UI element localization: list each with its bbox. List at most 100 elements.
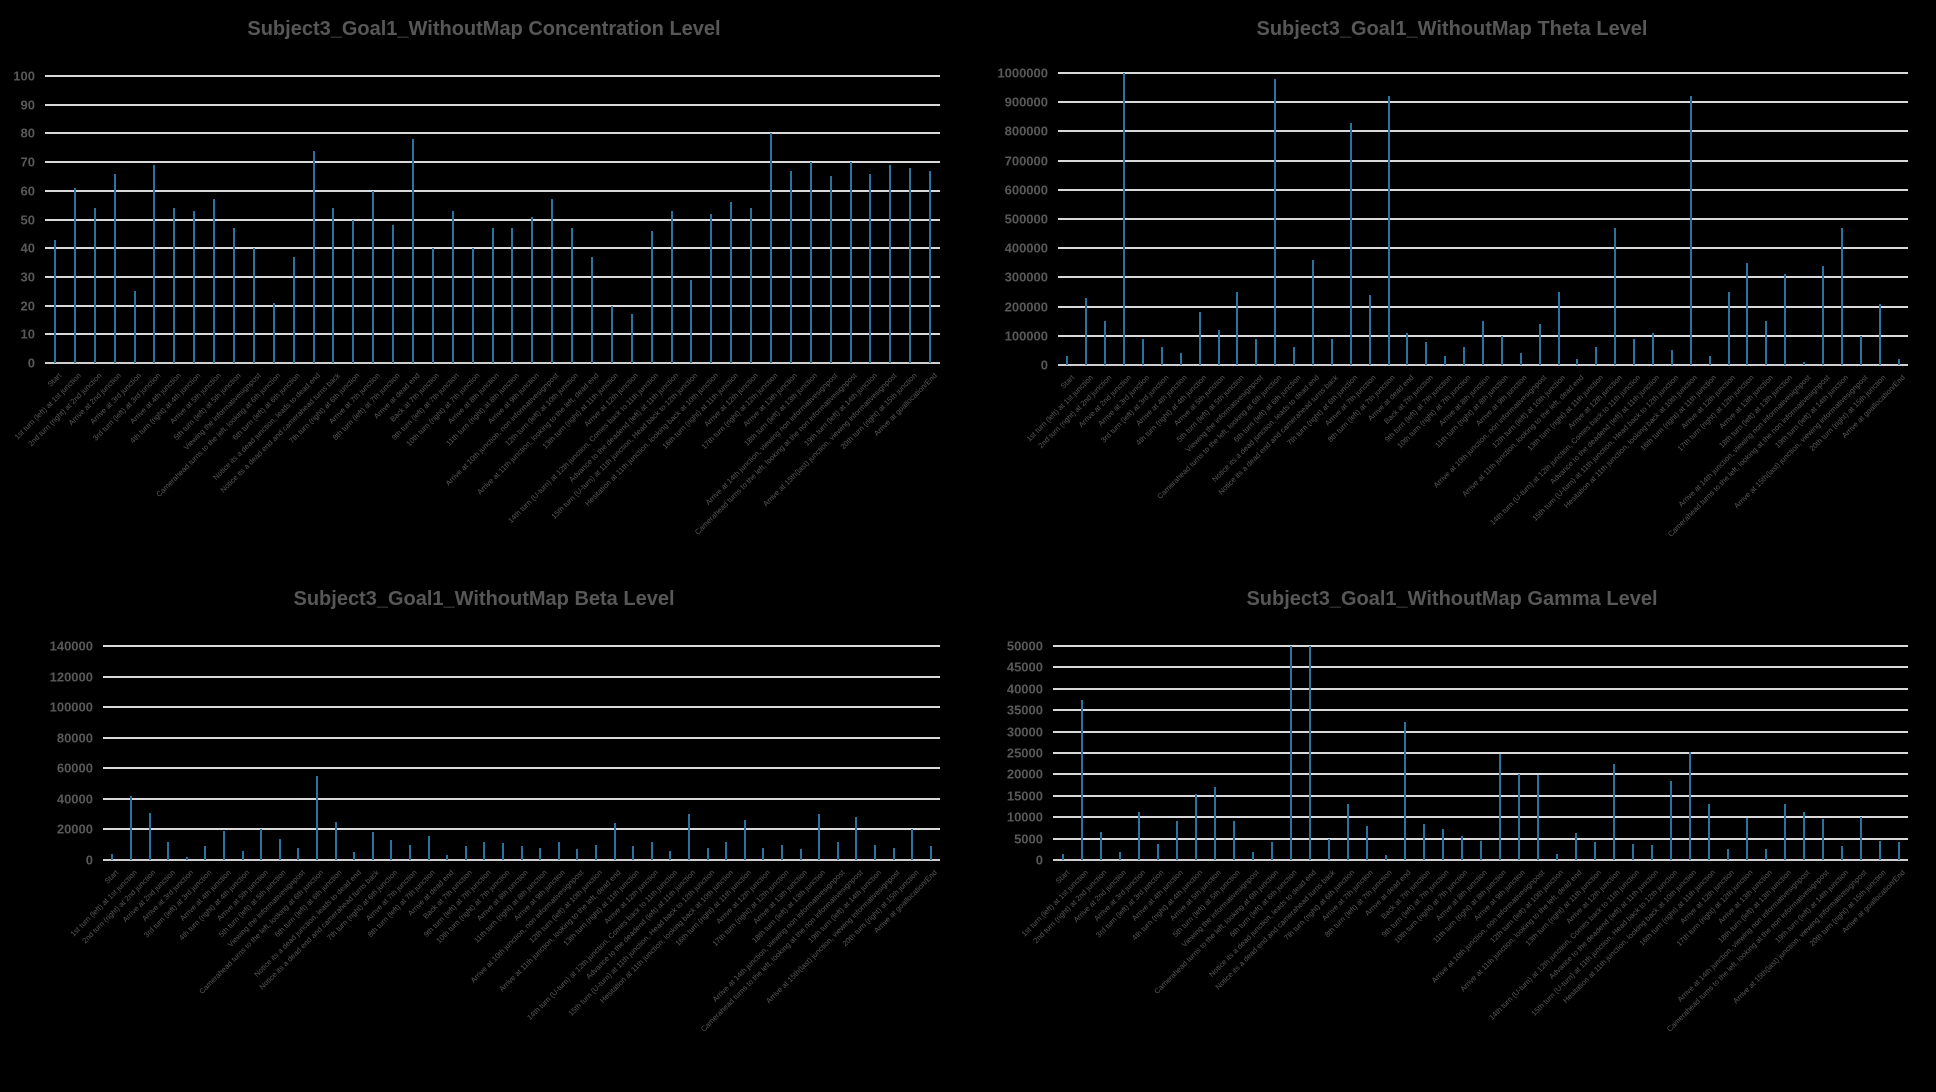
bar [353,852,356,860]
gridline [1053,837,1908,840]
bar [1232,820,1235,860]
bar [1080,699,1083,860]
bar [352,219,355,363]
bar [129,795,132,860]
bar [909,167,912,363]
y-tick-label: 300000 [1004,269,1048,285]
y-tick-label: 800000 [1004,123,1048,139]
bar [1859,335,1862,365]
gridline [45,75,940,77]
bar [392,225,395,363]
bar [1444,356,1447,365]
gridline [1053,730,1908,733]
plot-area: 0 20000 40000 60000 80000 100000 120000 140000 S… [50,639,940,1034]
bar [1650,845,1653,860]
gridline [1058,188,1908,191]
bar [557,841,560,860]
bar [1783,803,1786,860]
y-tick-label: 35000 [1006,702,1043,718]
y-tick-label: 0 [27,355,35,371]
plot-area: 0 10 20 30 40 50 60 70 80 90 100 Start 1st turn (lef… [13,69,940,537]
bar [1821,819,1824,860]
bar [1441,829,1444,860]
bar [1840,227,1843,365]
bar [222,830,225,860]
bar [1425,341,1428,365]
gridline [1058,101,1908,104]
bar [334,821,337,860]
bar [1236,292,1239,365]
plot-area: 0 5000 10000 15000 20000 25000 30000 35000 40000… [1007,639,1908,1034]
bar [1479,840,1482,860]
bar [464,846,467,860]
bar [1784,274,1787,365]
gridline [1053,816,1908,819]
y-tick-label: 90 [20,97,35,113]
bar [929,846,932,860]
bar [730,202,733,363]
bar [1365,825,1368,860]
bar [1688,751,1691,860]
gridline [103,859,940,861]
bar [1293,347,1296,365]
bar [1198,312,1201,365]
bar [706,847,709,860]
bar [73,187,76,363]
bar [1669,780,1672,860]
y-tick-label: 15000 [1006,788,1043,804]
bar [789,170,792,363]
bar [213,199,216,363]
bar [315,775,318,860]
bar [710,213,713,363]
bar [1517,774,1520,860]
bar [911,829,914,860]
y-tick-label: 1000000 [997,65,1048,81]
gridline [45,189,940,192]
bar [809,162,812,363]
bar [571,228,574,363]
y-tick-label: 100 [13,68,35,84]
bar [762,847,765,860]
bar [873,844,876,860]
bar [113,173,116,363]
bar [1104,321,1107,365]
bar [1384,854,1387,860]
bar [1460,836,1463,860]
gridline [1058,159,1908,162]
bar [1175,821,1178,860]
bar [471,248,474,363]
bar [272,302,275,363]
chart-title: Subject3_Goal1_WithoutMap Theta Level [1256,18,1648,40]
bar [1142,338,1144,365]
bar [1482,321,1484,365]
bar [292,256,295,363]
bar [1289,646,1292,860]
gridline [1053,773,1908,776]
bar [1840,845,1843,860]
gridline [45,103,940,106]
bar [312,150,315,363]
bar [687,814,690,860]
bar [1727,292,1730,365]
bar [1387,96,1390,365]
bar [1217,329,1220,365]
y-tick-label: 25000 [1006,745,1043,761]
bar [576,849,579,860]
bar [427,835,430,860]
gridline [1053,752,1908,754]
bar [260,829,263,860]
bar [93,208,96,363]
y-tick-label: 60 [20,183,35,199]
y-tick-label: 100000 [49,699,93,715]
gridline [103,767,940,770]
y-tick-label: 30 [20,269,35,285]
bar [829,176,832,363]
y-tick-label: 50 [20,212,35,227]
gridline [103,645,940,647]
bar [431,248,434,363]
bar [1349,122,1352,365]
bar [1707,803,1710,860]
gridline [1053,794,1908,797]
bar [650,841,653,860]
bar [520,846,523,860]
